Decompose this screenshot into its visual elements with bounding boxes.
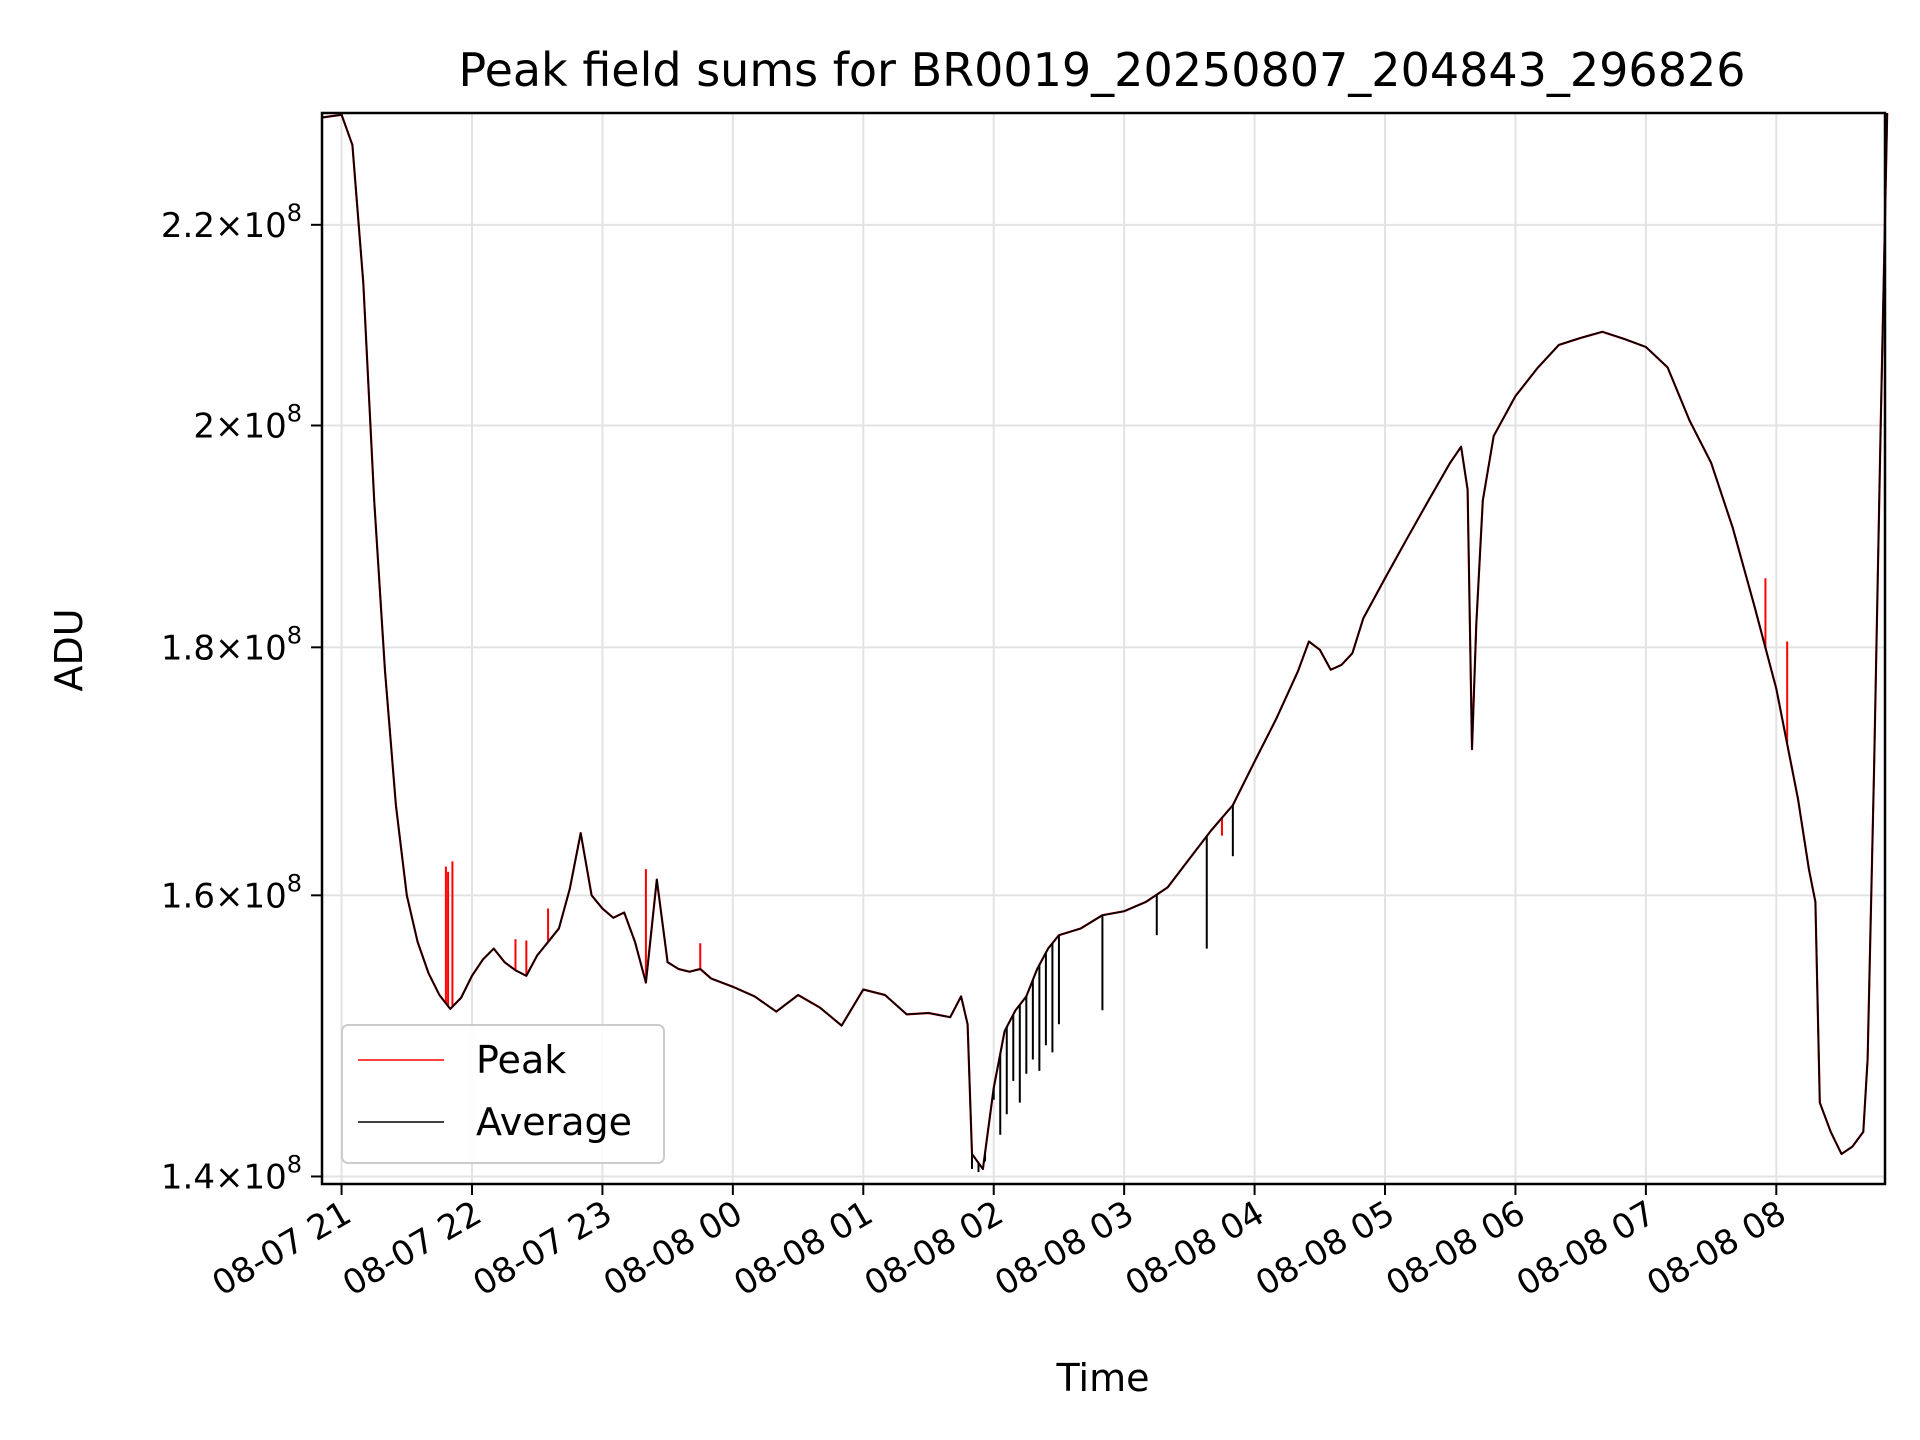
x-tick-label-6: 08-08 03 — [988, 1193, 1140, 1304]
y-tick-label-1: 1.6×108 — [161, 869, 302, 916]
x-tick-label-9: 08-08 06 — [1380, 1193, 1532, 1304]
x-tick-label-0: 08-07 21 — [206, 1193, 358, 1304]
x-tick-label-10: 08-08 07 — [1510, 1193, 1662, 1304]
series-line-peak — [321, 112, 1889, 1171]
x-tick-label-7: 08-08 04 — [1119, 1193, 1271, 1304]
series-line-average — [321, 112, 1889, 1170]
x-tick-label-3: 08-08 00 — [597, 1193, 749, 1304]
x-tick-label-4: 08-08 01 — [727, 1193, 879, 1304]
y-tick-label-0: 1.4×108 — [161, 1150, 302, 1197]
y-axis: 1.4×108 1.6×108 1.8×108 2×108 2.2×108 — [161, 199, 322, 1197]
legend-label-average: Average — [476, 1100, 632, 1144]
grid — [322, 113, 1885, 1184]
legend: Peak Average — [341, 1024, 665, 1164]
legend-label-peak: Peak — [476, 1038, 566, 1082]
chart-title: Peak field sums for BR0019_20250807_2048… — [458, 43, 1745, 97]
x-axis-label: Time — [1056, 1356, 1150, 1400]
x-tick-label-1: 08-07 22 — [336, 1193, 488, 1304]
x-tick-label-8: 08-08 05 — [1249, 1193, 1401, 1304]
y-tick-label-3: 2×108 — [193, 399, 302, 446]
series-layer — [321, 112, 1889, 1172]
y-axis-label: ADU — [47, 608, 91, 691]
y-tick-label-4: 2.2×108 — [161, 199, 302, 246]
plot-frame — [320, 111, 1887, 1186]
x-tick-label-2: 08-07 23 — [467, 1193, 619, 1304]
y-tick-label-2: 1.8×108 — [161, 621, 302, 668]
x-tick-label-11: 08-08 08 — [1640, 1193, 1792, 1304]
x-tick-label-5: 08-08 02 — [858, 1193, 1010, 1304]
